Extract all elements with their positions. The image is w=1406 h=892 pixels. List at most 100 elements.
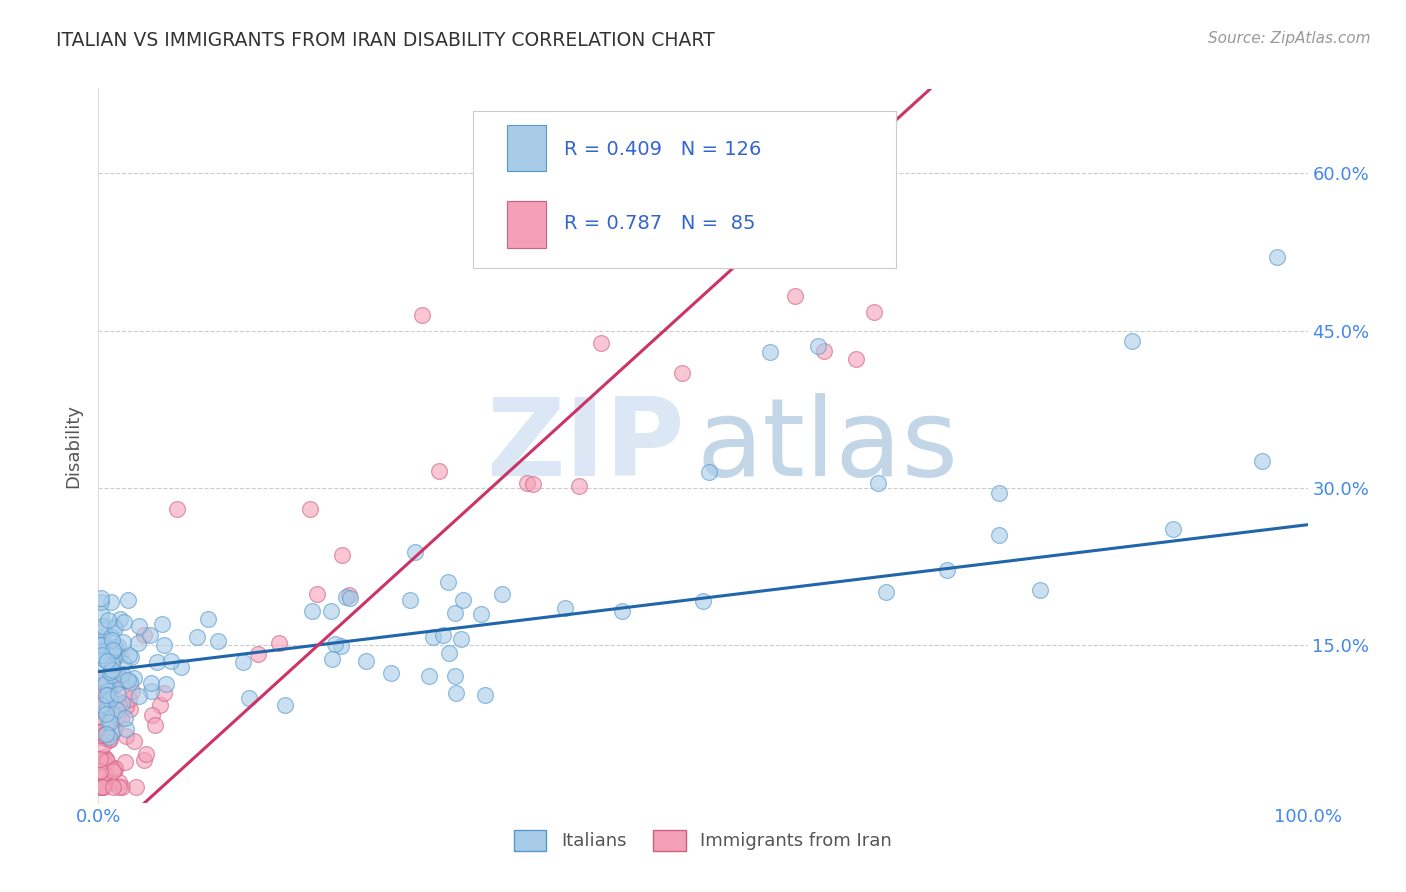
Point: [786, 231, 808, 245]
Point: [93, 750, 115, 764]
Text: ITALIAN VS IMMIGRANTS FROM IRAN DISABILITY CORRELATION CHART: ITALIAN VS IMMIGRANTS FROM IRAN DISABILI…: [56, 31, 716, 50]
Point: [868, 475, 890, 490]
Point: [112, 672, 135, 686]
Point: [301, 604, 323, 618]
Point: [122, 671, 145, 685]
Point: [112, 635, 135, 649]
Point: [90, 639, 112, 653]
Point: [104, 761, 127, 775]
Point: [90, 780, 112, 794]
Point: [103, 676, 125, 690]
Point: [89, 780, 111, 794]
Point: [90, 591, 112, 605]
Point: [422, 631, 444, 645]
Point: [446, 686, 468, 700]
Point: [101, 780, 124, 794]
Point: [813, 344, 835, 359]
Point: [335, 590, 357, 604]
Point: [98, 665, 121, 679]
Point: [321, 652, 343, 666]
Point: [94, 725, 117, 739]
Point: [1250, 454, 1272, 468]
Point: [118, 702, 141, 716]
Point: [103, 723, 125, 737]
Point: [305, 587, 328, 601]
Text: Source: ZipAtlas.com: Source: ZipAtlas.com: [1208, 31, 1371, 46]
Point: [432, 628, 454, 642]
Point: [98, 692, 121, 706]
Point: [692, 594, 714, 608]
Point: [94, 706, 117, 720]
FancyBboxPatch shape: [508, 202, 546, 248]
Point: [108, 648, 131, 662]
Point: [96, 654, 118, 668]
Point: [437, 575, 460, 590]
Point: [150, 616, 173, 631]
Point: [89, 727, 111, 741]
Point: [90, 631, 112, 645]
Point: [330, 640, 353, 654]
Point: [567, 478, 589, 492]
Point: [319, 604, 342, 618]
Point: [89, 709, 111, 723]
Point: [474, 688, 496, 702]
Point: [104, 646, 127, 660]
Point: [103, 621, 125, 635]
Point: [444, 606, 467, 620]
Point: [91, 738, 114, 752]
Point: [399, 592, 422, 607]
Point: [97, 683, 120, 698]
Point: [100, 595, 122, 609]
Point: [98, 731, 121, 746]
Point: [89, 671, 111, 685]
Point: [97, 714, 120, 729]
Point: [101, 764, 124, 779]
Point: [90, 684, 112, 698]
Point: [90, 698, 112, 713]
Point: [110, 712, 132, 726]
Point: [93, 728, 115, 742]
Point: [94, 767, 117, 781]
Point: [160, 654, 183, 668]
Point: [90, 725, 112, 739]
Point: [97, 689, 120, 703]
Point: [470, 607, 492, 622]
Point: [100, 662, 122, 676]
Point: [91, 619, 114, 633]
Point: [100, 653, 122, 667]
Point: [96, 688, 118, 702]
Point: [111, 696, 134, 710]
Point: [96, 754, 118, 768]
Point: [1121, 334, 1143, 348]
Point: [98, 715, 121, 730]
Point: [145, 655, 167, 669]
Point: [105, 693, 128, 707]
Point: [117, 648, 139, 662]
Point: [105, 703, 128, 717]
Point: [96, 707, 118, 722]
Point: [837, 145, 859, 160]
Point: [186, 630, 208, 644]
Point: [125, 780, 148, 794]
Point: [988, 528, 1011, 542]
Point: [418, 668, 440, 682]
Point: [103, 650, 125, 665]
Point: [139, 684, 162, 698]
Point: [139, 675, 162, 690]
Point: [103, 619, 125, 633]
Point: [94, 704, 117, 718]
Point: [89, 725, 111, 739]
Point: [100, 630, 122, 644]
Point: [128, 619, 150, 633]
Point: [274, 698, 297, 713]
Point: [93, 765, 115, 780]
Point: [1267, 250, 1289, 264]
Point: [936, 563, 959, 577]
Point: [132, 628, 155, 642]
Point: [101, 663, 124, 677]
Point: [450, 632, 472, 646]
Point: [339, 591, 361, 606]
Point: [117, 673, 139, 688]
Point: [141, 708, 163, 723]
Point: [405, 545, 427, 559]
